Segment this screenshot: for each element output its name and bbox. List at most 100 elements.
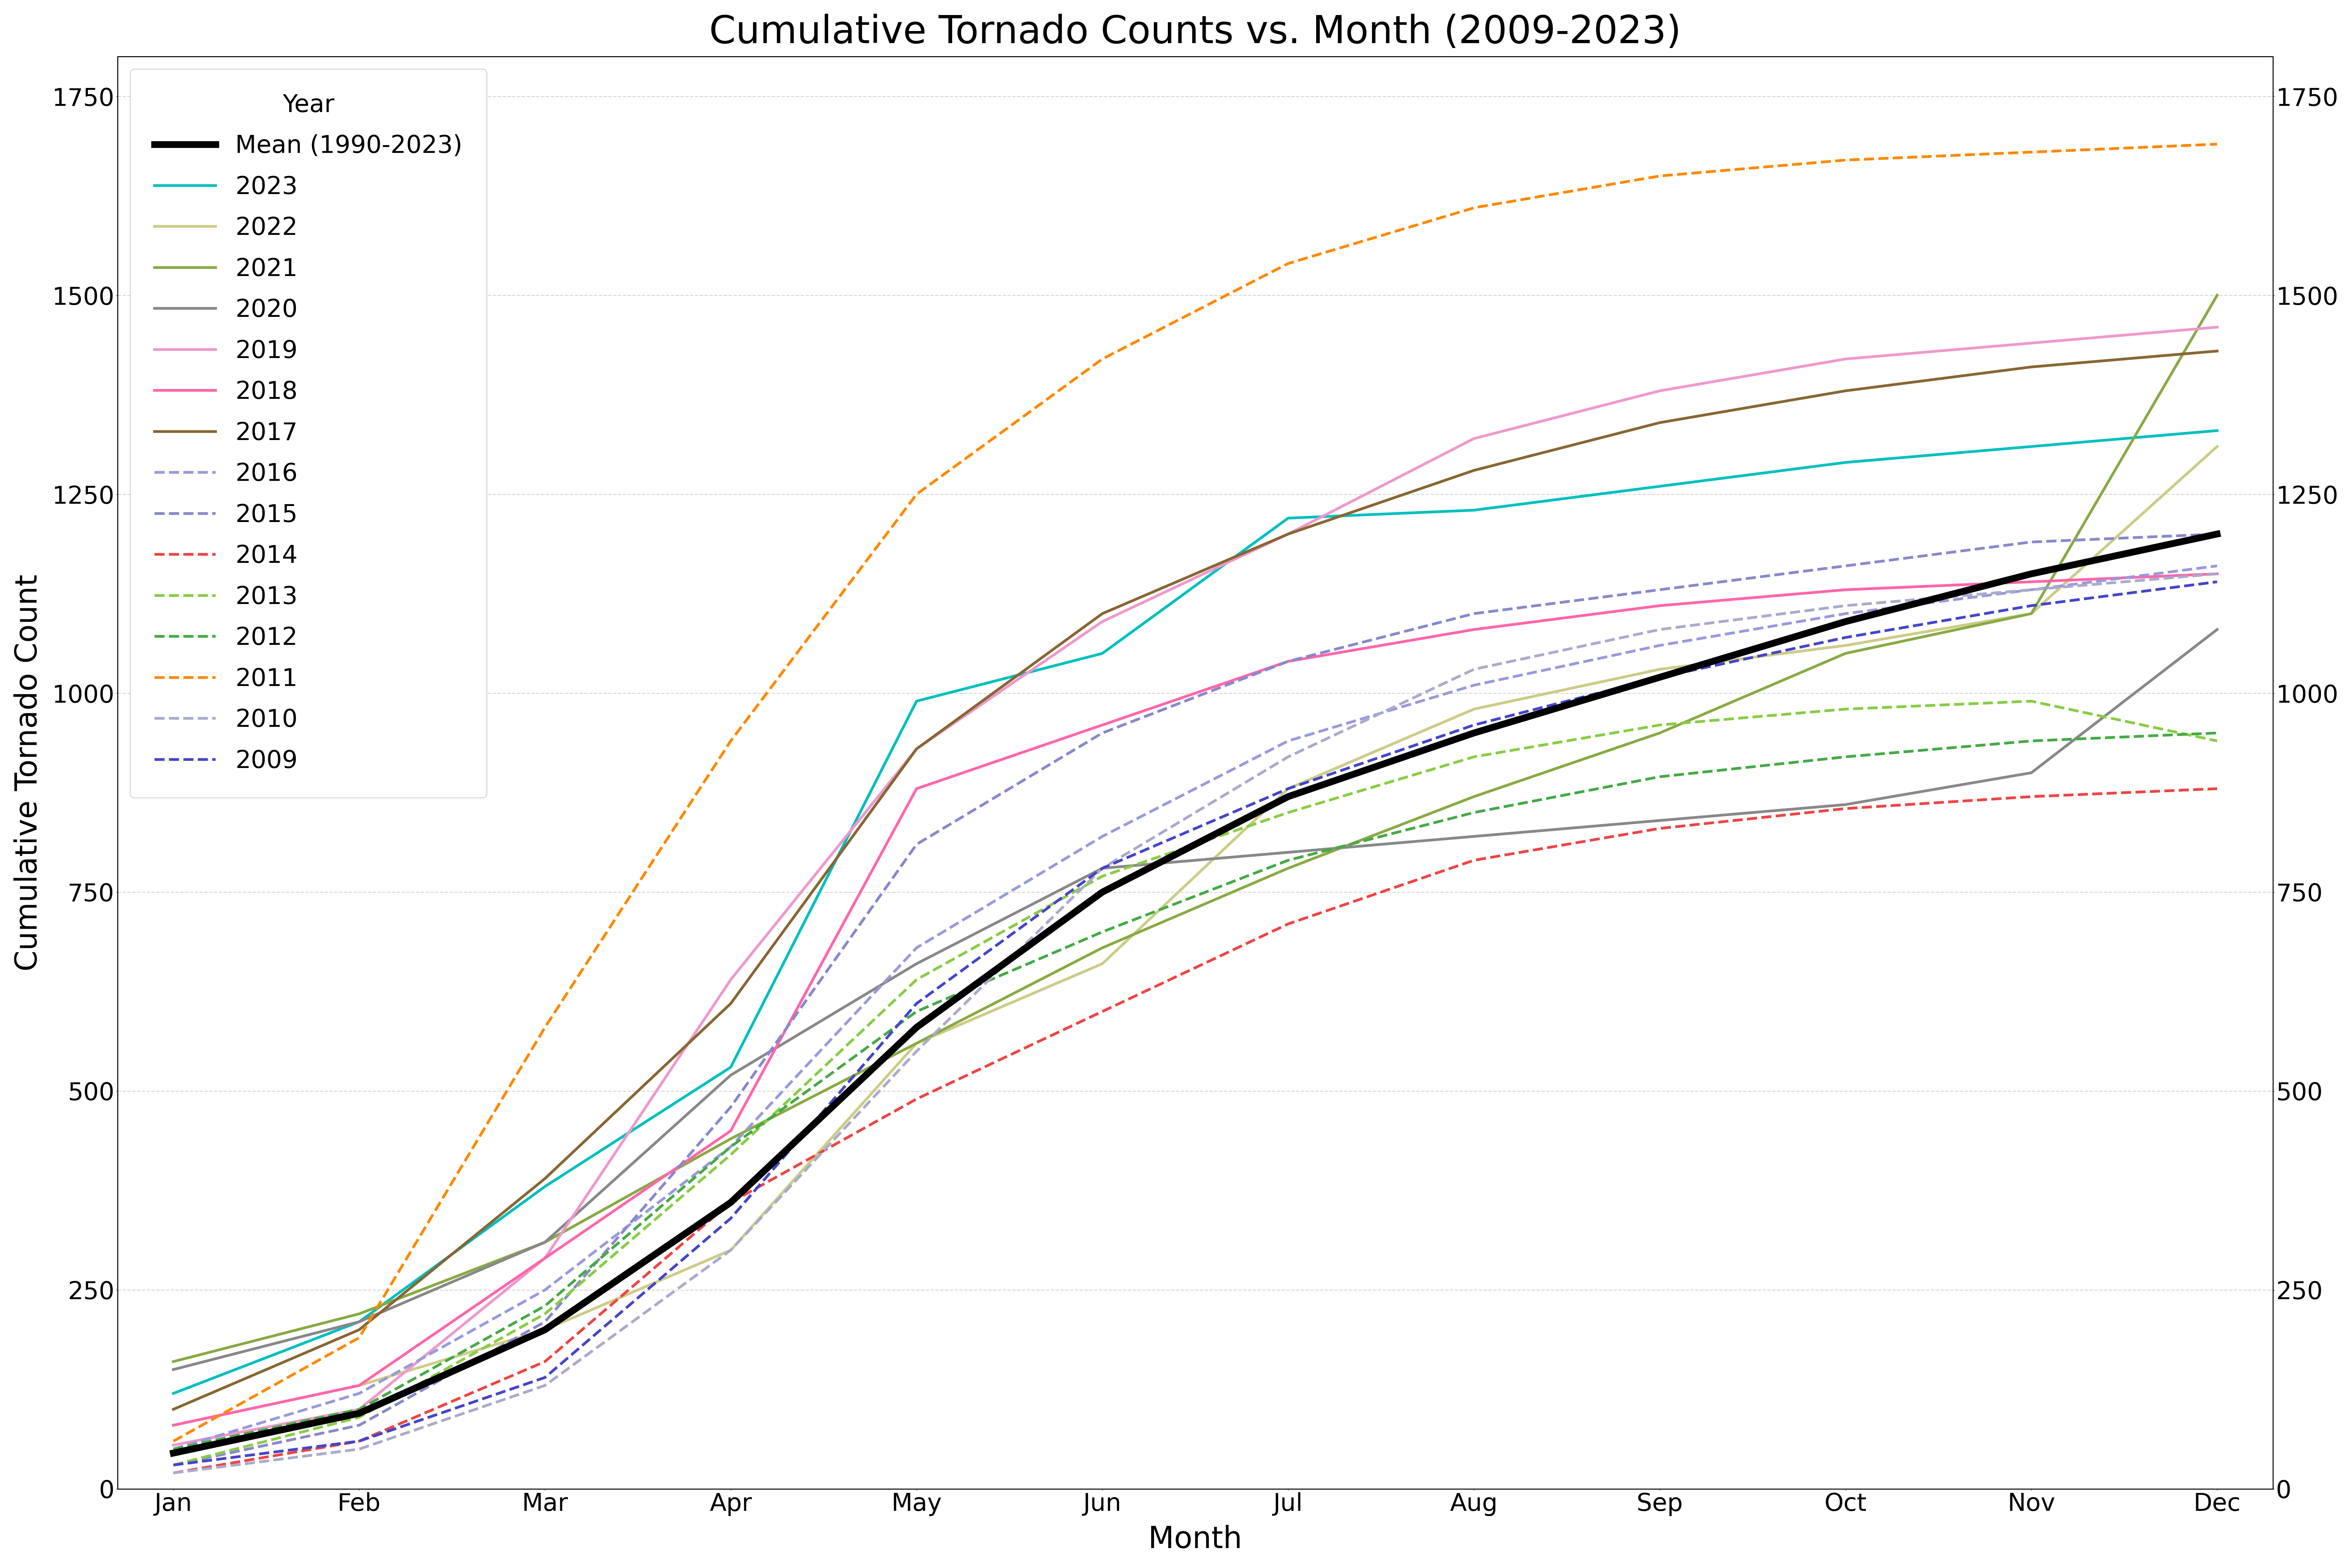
Line: 2011: 2011 <box>174 144 2218 1441</box>
2015 <box>160 1455 188 1474</box>
2016 <box>1646 637 1675 655</box>
2012 <box>160 1439 188 1458</box>
2009 <box>1461 715 1489 734</box>
Line: 2017: 2017 <box>174 351 2218 1410</box>
2009 <box>346 1432 374 1450</box>
Mean (1990-2023) <box>532 1320 560 1339</box>
2019 <box>717 971 746 989</box>
2014 <box>2018 787 2046 806</box>
2010 <box>1646 619 1675 638</box>
2010 <box>2018 580 2046 599</box>
2019 <box>1646 381 1675 400</box>
2023 <box>1461 500 1489 519</box>
2023 <box>903 691 931 710</box>
2013 <box>1089 867 1117 886</box>
2022 <box>346 1377 374 1396</box>
2013 <box>1275 803 1303 822</box>
2012 <box>903 1002 931 1021</box>
2017 <box>1832 381 1860 400</box>
2015 <box>903 836 931 855</box>
2023 <box>1275 508 1303 527</box>
2015 <box>1275 652 1303 671</box>
2009 <box>1832 629 1860 648</box>
2020 <box>2204 619 2232 638</box>
2022 <box>1275 779 1303 798</box>
2015 <box>1646 580 1675 599</box>
2022 <box>1089 955 1117 974</box>
2015 <box>346 1416 374 1435</box>
2019 <box>1089 612 1117 630</box>
2019 <box>1832 350 1860 368</box>
2017 <box>346 1320 374 1339</box>
2013 <box>903 971 931 989</box>
Line: 2018: 2018 <box>174 574 2218 1425</box>
2021 <box>1832 644 1860 663</box>
2018 <box>903 779 931 798</box>
2014 <box>1275 914 1303 933</box>
2019 <box>532 1248 560 1267</box>
2017 <box>903 740 931 759</box>
X-axis label: Month: Month <box>1148 1526 1242 1554</box>
2012 <box>1832 748 1860 767</box>
2018 <box>717 1121 746 1140</box>
2017 <box>1461 461 1489 480</box>
Line: Mean (1990-2023): Mean (1990-2023) <box>174 535 2218 1454</box>
2017 <box>1275 525 1303 544</box>
2015 <box>1461 604 1489 622</box>
Line: 2023: 2023 <box>174 431 2218 1394</box>
2020 <box>1275 844 1303 862</box>
2017 <box>1646 414 1675 433</box>
2018 <box>532 1248 560 1267</box>
Line: 2014: 2014 <box>174 789 2218 1472</box>
2016 <box>2204 557 2232 575</box>
2012 <box>717 1137 746 1156</box>
2014 <box>1461 851 1489 870</box>
2013 <box>2018 691 2046 710</box>
2013 <box>1832 699 1860 718</box>
Mean (1990-2023) <box>903 1018 931 1036</box>
2012 <box>2018 732 2046 751</box>
2010 <box>1461 660 1489 679</box>
2023 <box>717 1058 746 1077</box>
2019 <box>1461 430 1489 448</box>
2014 <box>1832 800 1860 818</box>
2009 <box>717 1209 746 1228</box>
Mean (1990-2023) <box>1275 787 1303 806</box>
2017 <box>1089 604 1117 622</box>
2013 <box>532 1305 560 1323</box>
2016 <box>1089 826 1117 845</box>
2018 <box>1832 580 1860 599</box>
2014 <box>160 1463 188 1482</box>
Line: 2019: 2019 <box>174 328 2218 1446</box>
2014 <box>903 1090 931 1109</box>
2012 <box>1275 851 1303 870</box>
2017 <box>532 1170 560 1189</box>
2021 <box>717 1129 746 1148</box>
2023 <box>2018 437 2046 456</box>
Mean (1990-2023) <box>2018 564 2046 583</box>
2010 <box>717 1240 746 1259</box>
2010 <box>1275 748 1303 767</box>
2023 <box>2204 422 2232 441</box>
Line: 2020: 2020 <box>174 629 2218 1369</box>
2018 <box>1089 715 1117 734</box>
Mean (1990-2023) <box>1089 883 1117 902</box>
Mean (1990-2023) <box>1461 723 1489 742</box>
2018 <box>1275 652 1303 671</box>
2011 <box>2204 135 2232 154</box>
2020 <box>717 1066 746 1085</box>
2011 <box>717 732 746 751</box>
2018 <box>2018 572 2046 591</box>
2021 <box>2018 604 2046 622</box>
2015 <box>1089 723 1117 742</box>
2022 <box>1832 637 1860 655</box>
2020 <box>346 1312 374 1331</box>
2019 <box>2018 334 2046 353</box>
2022 <box>1461 699 1489 718</box>
2014 <box>717 1193 746 1212</box>
2016 <box>1461 676 1489 695</box>
Mean (1990-2023) <box>346 1403 374 1422</box>
Line: 2013: 2013 <box>174 701 2218 1465</box>
2017 <box>717 994 746 1013</box>
2009 <box>1646 668 1675 687</box>
